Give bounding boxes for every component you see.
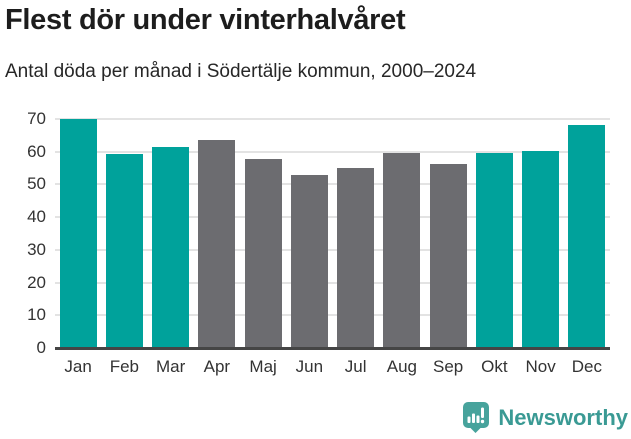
- gridline-10: [55, 314, 610, 317]
- y-tick-label-10: 10: [27, 305, 46, 325]
- plot-area: [55, 118, 610, 350]
- y-tick-label-70: 70: [27, 109, 46, 128]
- newsworthy-logo-icon: [463, 402, 490, 433]
- y-tick-label-40: 40: [27, 207, 46, 227]
- bar-jun: [290, 174, 328, 348]
- y-tick-label-30: 30: [27, 239, 46, 259]
- y-tick-label-60: 60: [27, 141, 46, 161]
- bar-maj: [244, 159, 282, 348]
- bar-jan: [59, 119, 97, 348]
- x-tick-label-apr: Apr: [203, 357, 231, 376]
- gridline-40: [55, 216, 610, 219]
- gridline-30: [55, 248, 610, 251]
- footer-brand: Newsworthy: [463, 402, 628, 433]
- x-axis-line: [55, 347, 610, 350]
- x-tick-label-okt: Okt: [481, 357, 508, 376]
- x-tick-label-sep: Sep: [433, 357, 464, 376]
- y-tick-label-50: 50: [27, 174, 46, 194]
- bar-mar: [152, 146, 190, 348]
- x-tick-label-mar: Mar: [155, 357, 186, 376]
- y-tick-label-20: 20: [27, 272, 46, 292]
- x-tick-label-feb: Feb: [109, 357, 140, 376]
- page-title: Flest dör under vinterhalvåret: [5, 4, 406, 36]
- brand-wordmark: Newsworthy: [498, 404, 628, 430]
- x-tick-label-dec: Dec: [571, 357, 602, 376]
- bar-feb: [105, 153, 143, 348]
- bar-sep: [429, 164, 467, 348]
- y-tick-label-0: 0: [36, 338, 46, 357]
- chart-subtitle: Antal döda per månad i Södertälje kommun…: [5, 61, 477, 82]
- x-tick-label-aug: Aug: [386, 357, 417, 376]
- x-tick-label-jun: Jun: [295, 357, 324, 376]
- gridline-70: [55, 118, 610, 120]
- bar-aug: [383, 153, 421, 348]
- bar-dec: [568, 124, 606, 348]
- bar-nov: [522, 151, 560, 348]
- bar-jul: [337, 167, 375, 348]
- x-tick-label-jul: Jul: [344, 357, 367, 376]
- x-tick-label-jan: Jan: [64, 357, 92, 376]
- gridline-20: [55, 281, 610, 284]
- x-tick-label-nov: Nov: [525, 357, 556, 376]
- gridline-50: [55, 183, 610, 186]
- bar-okt: [475, 153, 513, 348]
- bar-apr: [198, 139, 236, 348]
- gridline-60: [55, 150, 610, 153]
- x-tick-label-maj: Maj: [249, 357, 277, 376]
